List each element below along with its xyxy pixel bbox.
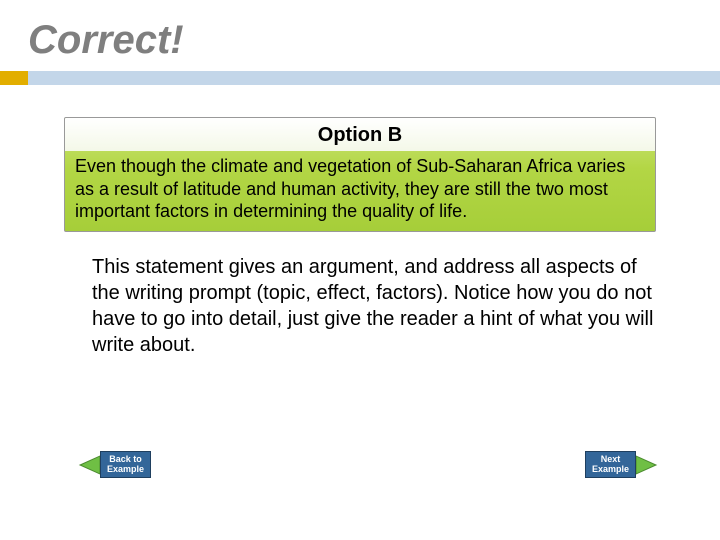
option-label: Option B <box>65 118 655 151</box>
rule-main <box>28 71 720 85</box>
arrow-left-icon <box>74 452 100 478</box>
next-button-label: Next Example <box>585 451 636 478</box>
next-button[interactable]: Next Example <box>585 451 662 478</box>
option-body-text: Even though the climate and vegetation o… <box>65 151 655 231</box>
back-button-label: Back to Example <box>100 451 151 478</box>
arrow-right-icon <box>636 452 662 478</box>
option-box: Option B Even though the climate and veg… <box>64 117 656 232</box>
page-title: Correct! <box>0 0 720 71</box>
back-button[interactable]: Back to Example <box>74 451 151 478</box>
nav-row: Back to Example Next Example <box>74 451 662 478</box>
explanation-text: This statement gives an argument, and ad… <box>64 232 656 358</box>
title-rule <box>0 71 720 85</box>
content-area: Option B Even though the climate and veg… <box>0 85 720 358</box>
rule-accent <box>0 71 28 85</box>
